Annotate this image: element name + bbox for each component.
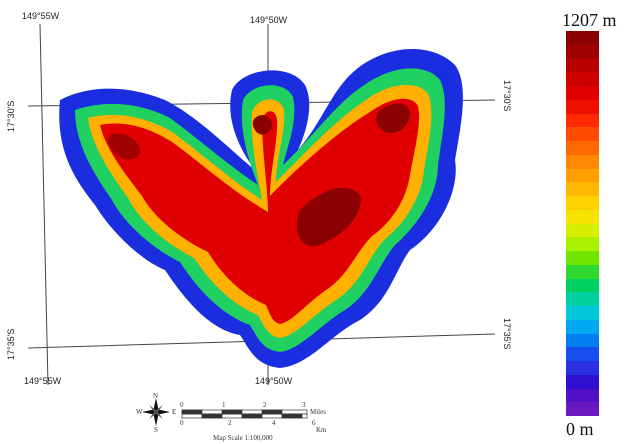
north-arrow-n: N: [153, 392, 159, 400]
colorbar-step-17: [566, 264, 599, 279]
north-arrow-s: S: [154, 426, 158, 434]
colorbar-step-3: [566, 72, 599, 86]
colorbar-step-1: [566, 44, 599, 59]
colorbar-step-9: [566, 154, 599, 169]
km-tick-4: 4: [272, 419, 276, 427]
colorbar-step-24: [566, 361, 599, 375]
coord-right-lower: 17°35'S: [502, 318, 512, 350]
colorbar-step-26: [566, 388, 599, 403]
north-arrow-e: E: [172, 408, 177, 416]
colorbar-step-23: [566, 347, 599, 361]
colorbar-step-25: [566, 374, 599, 389]
miles-tick-3: 3: [302, 401, 306, 409]
colorbar-step-11: [566, 182, 599, 196]
colorbar-step-18: [566, 278, 599, 293]
colorbar-step-21: [566, 319, 599, 334]
map-scale-text: Map Scale 1:100,000: [213, 434, 273, 442]
peak-zone-north: [376, 103, 410, 134]
coord-left-upper: 17°30'S: [6, 100, 16, 132]
colorbar-step-12: [566, 196, 599, 210]
north-arrow: [142, 398, 170, 426]
miles-tick-2: 2: [263, 401, 267, 409]
coord-top-left: 149°55W: [22, 11, 60, 21]
colorbar-step-20: [566, 306, 599, 320]
colorbar-step-19: [566, 292, 599, 306]
colorbar-step-6: [566, 113, 599, 128]
colorbar-step-7: [566, 127, 599, 141]
colorbar-step-16: [566, 251, 599, 265]
colorbar-step-22: [566, 333, 599, 348]
km-unit: Km: [316, 426, 327, 434]
elevation-colorbar: [566, 31, 599, 416]
miles-tick-0: 0: [180, 401, 184, 409]
peak-zone-west: [107, 133, 140, 160]
legend-max-label: 1207 m: [562, 10, 617, 30]
colorbar-step-8: [566, 141, 599, 155]
colorbar-step-0: [566, 31, 599, 45]
colorbar-step-4: [566, 86, 599, 100]
colorbar-step-5: [566, 99, 599, 114]
km-tick-2: 2: [228, 419, 232, 427]
km-tick-0: 0: [180, 419, 184, 427]
highland-band: [100, 98, 420, 324]
miles-unit: Miles: [310, 408, 326, 416]
colorbar-step-10: [566, 168, 599, 183]
colorbar-step-15: [566, 237, 599, 251]
coord-top-center: 149°50W: [250, 15, 288, 25]
miles-tick-1: 1: [222, 401, 226, 409]
peak-zone-center: [252, 114, 272, 135]
colorbar-step-2: [566, 58, 599, 73]
coord-bottom-left: 149°55W: [24, 376, 62, 386]
coord-right-upper: 17°30'S: [502, 80, 512, 112]
peak-zone: [296, 187, 361, 247]
colorbar-step-13: [566, 209, 599, 224]
legend-min-label: 0 m: [566, 419, 594, 439]
north-arrow-w: W: [136, 408, 143, 416]
colorbar-step-27: [566, 402, 599, 416]
coord-bottom-center: 149°50W: [255, 376, 293, 386]
colorbar-step-14: [566, 223, 599, 238]
scale-bar: [181, 409, 308, 419]
coord-left-lower: 17°35'S: [6, 328, 16, 360]
km-tick-6: 6: [312, 419, 316, 427]
